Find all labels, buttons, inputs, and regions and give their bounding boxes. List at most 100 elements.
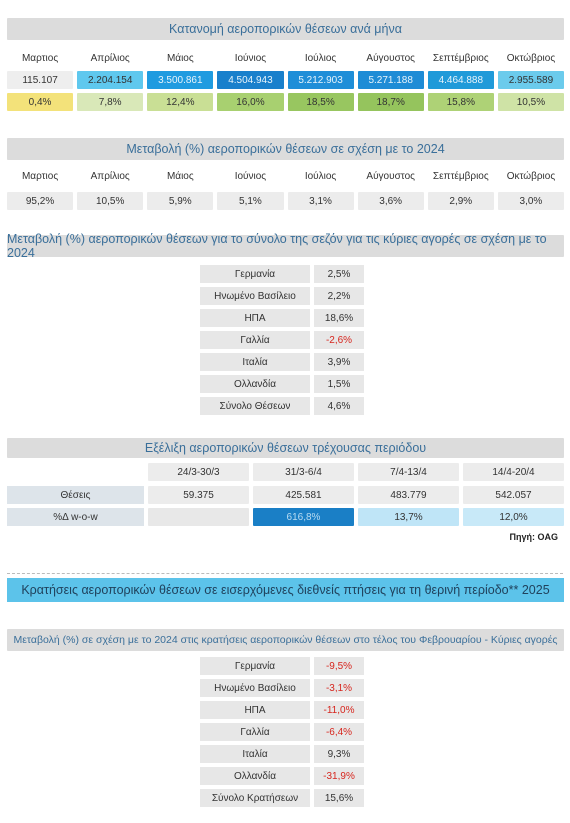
table-row: Ολλανδία 1,5% xyxy=(200,375,364,393)
table-row: ΗΠΑ -11,0% xyxy=(200,701,364,719)
market-value: 4,6% xyxy=(314,397,364,415)
table-row: ΗΠΑ 18,6% xyxy=(200,309,364,327)
change-cell: 2,9% xyxy=(427,192,494,210)
market-value: 3,9% xyxy=(314,353,364,371)
share-cell: 10,5% xyxy=(497,93,564,111)
share-cell: 16,0% xyxy=(217,93,284,111)
share-cell: 12,4% xyxy=(147,93,214,111)
month-header: Ιούνιος xyxy=(234,170,267,182)
current-period-seats-title: Εξέλιξη αεροπορικών θέσεων τρέχουσας περ… xyxy=(7,438,564,458)
seats-cell: 5.271.188 xyxy=(357,71,424,89)
change-cell: 5,1% xyxy=(217,192,284,210)
month-header: Οκτώβριος xyxy=(506,52,556,64)
table-row: Γαλλία -6,4% xyxy=(200,723,364,741)
table-row: Ηνωμένο Βασίλειο 2,2% xyxy=(200,287,364,305)
market-value: 9,3% xyxy=(314,745,364,763)
period-seats-cell: 59.375 xyxy=(148,486,249,504)
seats-cell: 2.204.154 xyxy=(77,71,144,89)
seats-cell: 4.464.888 xyxy=(427,71,494,89)
share-cell: 7,8% xyxy=(77,93,144,111)
month-header: Απρίλιος xyxy=(90,170,130,182)
market-name: Γερμανία xyxy=(200,657,310,675)
seats-cell: 2.955.589 xyxy=(497,71,564,89)
market-name: Σύνολο Θέσεων xyxy=(200,397,310,415)
season-markets-change-title: Μεταβολή (%) αεροπορικών θέσεων για το σ… xyxy=(7,232,564,260)
month-header: Αύγουστος xyxy=(366,170,415,182)
market-name: ΗΠΑ xyxy=(200,309,310,327)
seats-by-month-title: Κατανομή αεροπορικών θέσεων ανά μήνα xyxy=(7,18,564,40)
month-header: Απρίλιος xyxy=(90,52,130,64)
month-header: Μαρτιος xyxy=(21,170,59,182)
bookings-markets-table: Γερμανία -9,5% Ηνωμένο Βασίλειο -3,1% ΗΠΑ -… xyxy=(200,657,364,811)
period-seats-row: 59.375 425.581 483.779 542.057 xyxy=(148,486,564,504)
period-header: 31/3-6/4 xyxy=(253,463,354,481)
market-name: Γαλλία xyxy=(200,331,310,349)
market-name: Ιταλία xyxy=(200,353,310,371)
seats-row-label: Θέσεις xyxy=(7,486,144,504)
divider xyxy=(7,573,563,574)
table-row: Ιταλία 3,9% xyxy=(200,353,364,371)
period-seats-cell: 542.057 xyxy=(463,486,564,504)
seats-cell: 3.500.861 xyxy=(147,71,214,89)
market-value: 18,6% xyxy=(314,309,364,327)
table-row: Ηνωμένο Βασίλειο -3,1% xyxy=(200,679,364,697)
bookings-change-title: Μεταβολή (%) σε σχέση με το 2024 στις κρ… xyxy=(7,629,564,651)
wow-cell: 13,7% xyxy=(358,508,459,526)
period-seats-cell: 483.779 xyxy=(358,486,459,504)
change-cell: 10,5% xyxy=(77,192,144,210)
market-value: -3,1% xyxy=(314,679,364,697)
wow-cell xyxy=(148,508,249,526)
month-header: Σεπτέμβριος xyxy=(432,52,489,64)
month-header: Ιούνιος xyxy=(234,52,267,64)
period-header: 14/4-20/4 xyxy=(463,463,564,481)
source-note: Πηγή: OAG xyxy=(509,532,559,542)
month-header: Μάιος xyxy=(166,170,194,182)
month-header: Ιούλιος xyxy=(304,52,337,64)
change-cell: 5,9% xyxy=(147,192,214,210)
market-name: Ηνωμένο Βασίλειο xyxy=(200,679,310,697)
table-row: Γερμανία 2,5% xyxy=(200,265,364,283)
market-name: ΗΠΑ xyxy=(200,701,310,719)
wow-row: 616,8% 13,7% 12,0% xyxy=(148,508,564,526)
month-header: Σεπτέμβριος xyxy=(432,170,489,182)
wow-cell: 12,0% xyxy=(463,508,564,526)
change-cell: 3,0% xyxy=(497,192,564,210)
market-name: Γαλλία xyxy=(200,723,310,741)
market-name: Ηνωμένο Βασίλειο xyxy=(200,287,310,305)
table-row: Ιταλία 9,3% xyxy=(200,745,364,763)
market-name: Ολλανδία xyxy=(200,767,310,785)
seats-by-month-values-row: 115.107 2.204.154 3.500.861 4.504.943 5.… xyxy=(7,71,564,89)
table-row: Σύνολο Θέσεων 4,6% xyxy=(200,397,364,415)
market-value: 2,2% xyxy=(314,287,364,305)
market-value: -2,6% xyxy=(314,331,364,349)
market-value: -6,4% xyxy=(314,723,364,741)
period-header: 24/3-30/3 xyxy=(148,463,249,481)
bookings-summer-title: Κρατήσεις αεροπορικών θέσεων σε εισερχόμ… xyxy=(7,578,564,602)
periods-header-row: 24/3-30/3 31/3-6/4 7/4-13/4 14/4-20/4 xyxy=(148,463,564,481)
month-header: Ιούλιος xyxy=(304,170,337,182)
change-vs-2024-title: Μεταβολή (%) αεροπορικών θέσεων σε σχέση… xyxy=(7,138,564,160)
market-name: Ιταλία xyxy=(200,745,310,763)
change-cell: 3,6% xyxy=(357,192,424,210)
share-cell: 18,7% xyxy=(357,93,424,111)
market-value: -31,9% xyxy=(314,767,364,785)
month-header: Μαρτιος xyxy=(21,52,59,64)
table-row: Ολλανδία -31,9% xyxy=(200,767,364,785)
share-cell: 15,8% xyxy=(427,93,494,111)
wow-row-label: %Δ w-o-w xyxy=(7,508,144,526)
market-name: Ολλανδία xyxy=(200,375,310,393)
seats-cell: 4.504.943 xyxy=(217,71,284,89)
month-header: Μάιος xyxy=(166,52,194,64)
period-header: 7/4-13/4 xyxy=(358,463,459,481)
market-name: Σύνολο Κρατήσεων xyxy=(200,789,310,807)
change-values-row: 95,2% 10,5% 5,9% 5,1% 3,1% 3,6% 2,9% 3,0… xyxy=(7,192,564,210)
market-value: 2,5% xyxy=(314,265,364,283)
table-row: Σύνολο Κρατήσεων 15,6% xyxy=(200,789,364,807)
seats-share-row: 0,4% 7,8% 12,4% 16,0% 18,5% 18,7% 15,8% … xyxy=(7,93,564,111)
wow-cell: 616,8% xyxy=(253,508,354,526)
share-cell: 18,5% xyxy=(287,93,354,111)
table-row: Γερμανία -9,5% xyxy=(200,657,364,675)
share-cell: 0,4% xyxy=(7,93,74,111)
seats-cell: 5.212.903 xyxy=(287,71,354,89)
market-value: 15,6% xyxy=(314,789,364,807)
